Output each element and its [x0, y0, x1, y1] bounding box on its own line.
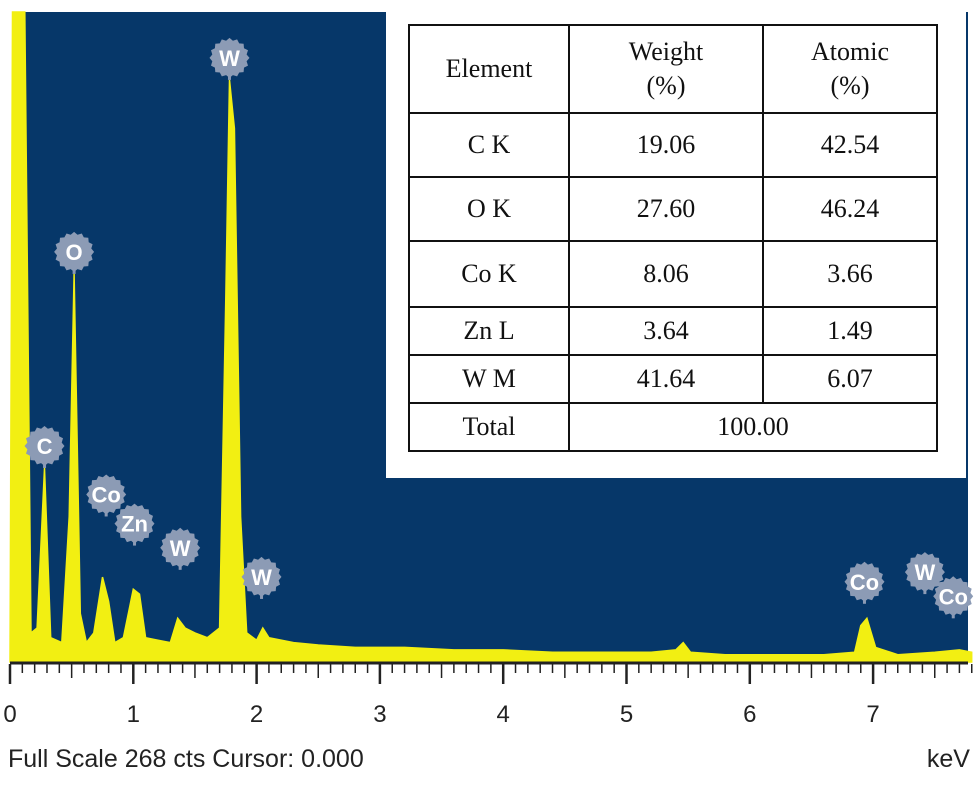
peak-badge-shape [54, 231, 95, 272]
table-row: W M 41.64 6.07 [408, 354, 938, 404]
peak-badge-shape [933, 576, 974, 617]
peak-badge-shape [86, 474, 127, 515]
x-tick-label: 3 [373, 701, 386, 728]
x-tick-label: 4 [497, 701, 510, 728]
peak-badge-shape [209, 37, 250, 78]
cell-weight: 8.06 [568, 240, 764, 308]
composition-table: Element Weight (%) Atomic (%) C K 19.06 42… [408, 24, 938, 452]
peak-label-badge: Co [86, 474, 127, 517]
peak-element-label: Co [939, 584, 968, 609]
header-weight: Weight (%) [568, 24, 764, 114]
table-header-row: Element Weight (%) Atomic (%) [408, 24, 938, 114]
cell-element: O K [408, 176, 570, 242]
cell-weight: 19.06 [568, 112, 764, 178]
cell-weight: 27.60 [568, 176, 764, 242]
peak-element-label: Co [850, 570, 879, 595]
peak-label-badge: C [24, 426, 65, 468]
peak-element-label: Zn [121, 512, 148, 537]
peak-label-badge: W [241, 556, 282, 599]
cell-atomic: 46.24 [762, 176, 938, 242]
composition-table-panel: Element Weight (%) Atomic (%) C K 19.06 42… [386, 12, 966, 478]
cell-weight: 41.64 [568, 354, 764, 404]
peak-badge-shape [241, 556, 282, 597]
cell-element: Zn L [408, 306, 570, 356]
peak-label-badge: W [904, 552, 945, 595]
x-axis-unit-label: keV [926, 745, 970, 773]
table-row: Co K 8.06 3.66 [408, 240, 938, 308]
peak-label-badge: W [160, 527, 201, 570]
table-row: C K 19.06 42.54 [408, 112, 938, 178]
x-tick-label: 2 [250, 701, 263, 728]
peak-badge-shape [24, 426, 65, 466]
cell-element: Co K [408, 240, 570, 308]
peak-element-label: W [251, 565, 272, 590]
peak-element-label: O [66, 240, 83, 265]
header-element: Element [408, 24, 570, 114]
table-row: Zn L 3.64 1.49 [408, 306, 938, 356]
cell-atomic: 42.54 [762, 112, 938, 178]
peak-element-label: W [170, 536, 191, 561]
x-tick-label: 5 [620, 701, 633, 728]
peak-label-badge: Co [844, 561, 885, 604]
spectrum-series [9, 11, 973, 663]
peak-element-label: C [37, 434, 53, 459]
peak-label-badge: W [209, 37, 250, 80]
cell-weight: 3.64 [568, 306, 764, 356]
cell-element: C K [408, 112, 570, 178]
cell-atomic: 1.49 [762, 306, 938, 356]
header-atomic: Atomic (%) [762, 24, 938, 114]
peak-label-badge: O [54, 231, 95, 274]
cell-total-value: 100.00 [568, 402, 938, 452]
cell-atomic: 3.66 [762, 240, 938, 308]
table-total-row: Total 100.00 [408, 402, 938, 452]
peak-element-label: Co [92, 482, 121, 507]
peak-element-label: W [219, 46, 240, 71]
cell-total-label: Total [408, 402, 570, 452]
x-tick-label: 7 [866, 701, 879, 728]
full-scale-readout: Full Scale 268 cts Cursor: 0.000 [8, 745, 364, 773]
peak-badge-shape [160, 527, 201, 568]
cell-atomic: 6.07 [762, 354, 938, 404]
x-tick-label: 0 [3, 701, 16, 728]
table-row: O K 27.60 46.24 [408, 176, 938, 242]
cell-element: W M [408, 354, 570, 404]
x-tick-label: 6 [743, 701, 756, 728]
peak-element-label: W [915, 560, 936, 585]
peak-label-badge: Co [933, 576, 974, 619]
peak-label-badge: Zn [114, 503, 155, 546]
x-tick-label: 1 [127, 701, 140, 728]
peak-badge-shape [114, 503, 155, 544]
peak-badge-shape [904, 552, 945, 593]
peak-badge-shape [844, 561, 885, 602]
